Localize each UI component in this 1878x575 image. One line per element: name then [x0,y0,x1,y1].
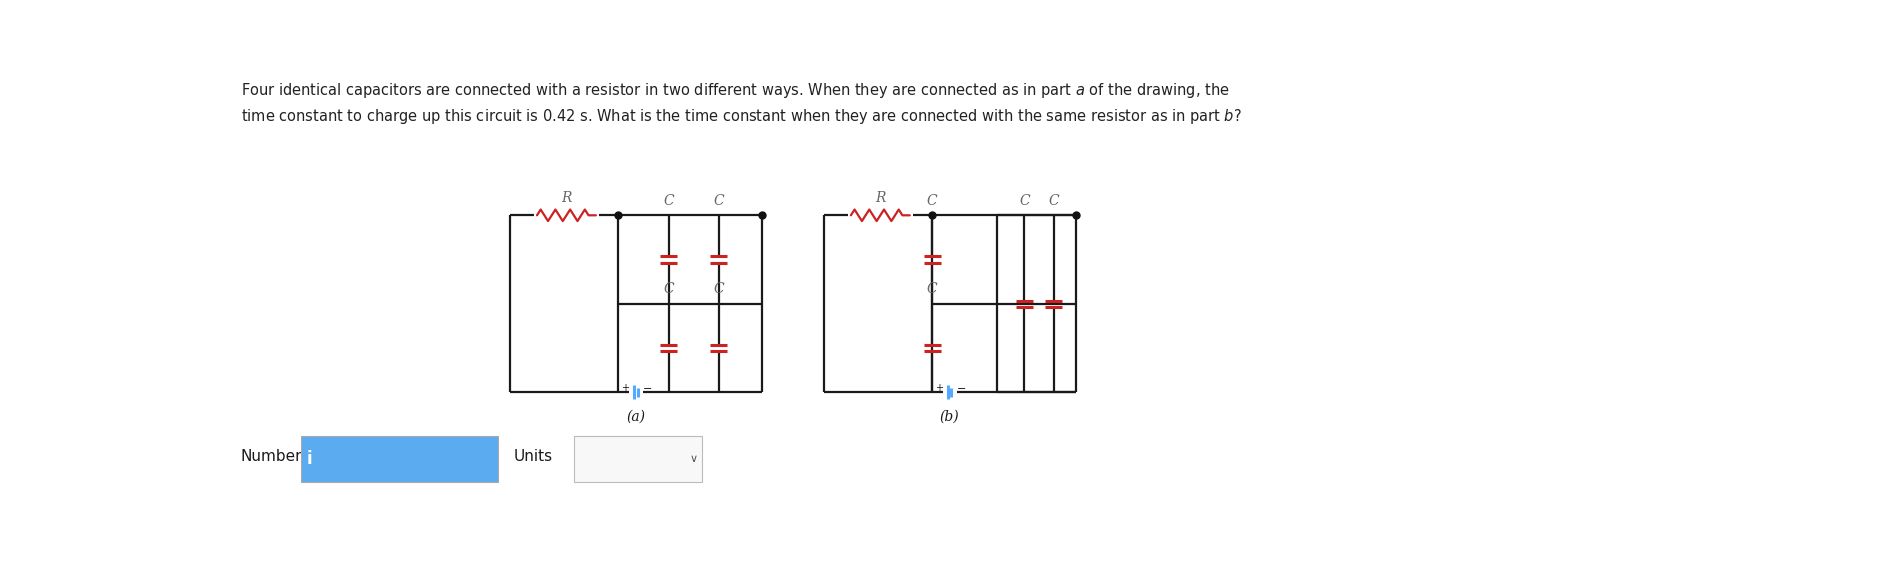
Text: Four identical capacitors are connected with a resistor in two different ways. W: Four identical capacitors are connected … [240,81,1230,99]
Text: C: C [928,282,937,296]
Text: −: − [956,384,965,394]
Text: C: C [663,194,674,208]
Text: C: C [1048,194,1059,208]
Text: +: + [935,383,943,393]
Text: C: C [928,194,937,208]
Text: −: − [642,384,652,394]
Text: Units: Units [515,449,552,464]
Text: C: C [663,282,674,296]
FancyBboxPatch shape [575,436,702,482]
Text: R: R [562,190,571,205]
Text: time constant to charge up this circuit is 0.42 s. What is the time constant whe: time constant to charge up this circuit … [240,108,1241,126]
Text: C: C [1020,194,1029,208]
Text: +: + [622,383,629,393]
Text: R: R [875,190,886,205]
FancyBboxPatch shape [300,436,498,482]
Text: i: i [306,450,312,468]
Text: C: C [714,282,725,296]
Text: Number: Number [240,449,302,464]
Text: (b): (b) [939,409,960,423]
Text: (a): (a) [625,409,646,423]
Text: ∨: ∨ [689,454,697,464]
Text: C: C [714,194,725,208]
